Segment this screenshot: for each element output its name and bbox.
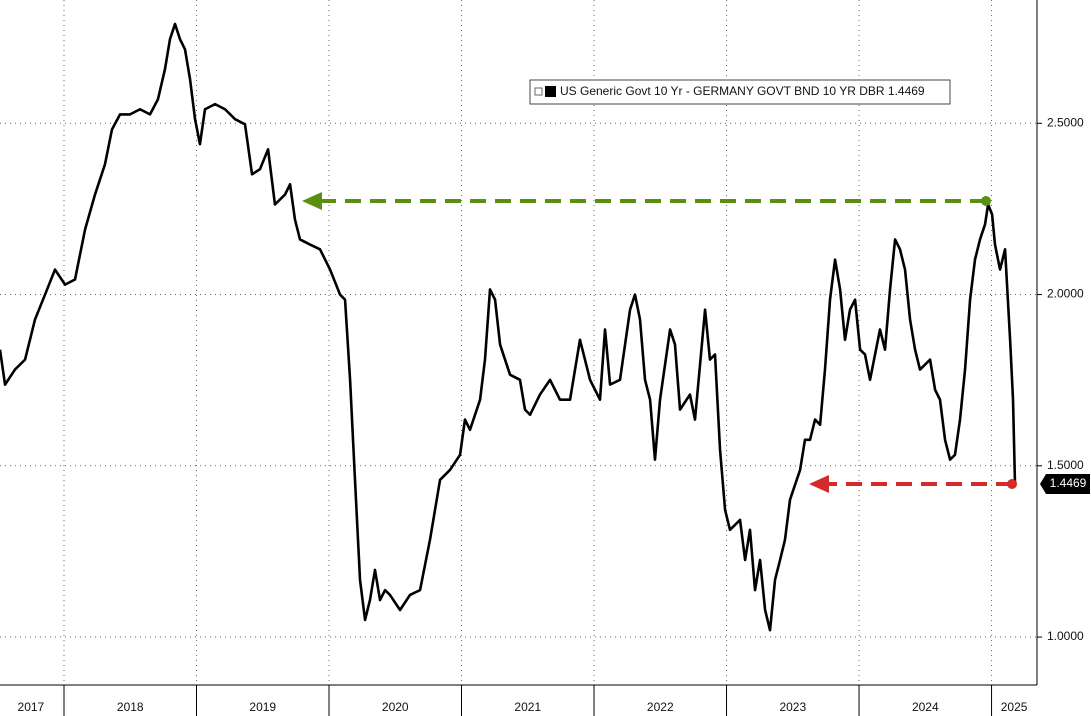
x-tick-label: 2018 — [117, 700, 144, 714]
grid — [0, 0, 1037, 685]
y-tick-label: 1.0000 — [1047, 629, 1084, 643]
y-tick-label: 1.5000 — [1047, 458, 1084, 472]
legend: US Generic Govt 10 Yr - GERMANY GOVT BND… — [529, 79, 951, 105]
arrow-head — [809, 475, 829, 493]
legend-swatch — [545, 86, 556, 97]
y-tick-label: 2.5000 — [1047, 115, 1084, 129]
green-arrow — [302, 192, 991, 210]
legend-label: US Generic Govt 10 Yr - GERMANY GOVT BND… — [560, 84, 925, 98]
x-tick-label: 2024 — [912, 700, 939, 714]
legend-box — [529, 79, 951, 105]
arrow-dot — [981, 196, 991, 206]
legend-name: US Generic Govt 10 Yr - GERMANY GOVT BND… — [560, 84, 885, 98]
last-value-bg — [1040, 474, 1090, 494]
series — [0, 22, 1017, 632]
x-tick-label: 2025 — [1001, 700, 1028, 714]
x-tick-label: 2020 — [382, 700, 409, 714]
legend-last-value: 1.4469 — [888, 84, 925, 98]
x-tick-label: 2022 — [647, 700, 674, 714]
arrow-head — [302, 192, 322, 210]
y-tick-label: 2.0000 — [1047, 287, 1084, 301]
last-value-label: 1.4469 — [1050, 476, 1087, 490]
x-tick-label: 2021 — [514, 700, 541, 714]
x-tick-label: 2019 — [249, 700, 276, 714]
series-line — [0, 22, 1017, 632]
arrow-dot — [1007, 479, 1017, 489]
x-tick-label: 2017 — [18, 700, 45, 714]
last-value-box: 1.4469 — [1040, 474, 1090, 494]
red-arrow — [809, 475, 1017, 493]
legend-toggle — [534, 87, 543, 96]
x-tick-label: 2023 — [779, 700, 806, 714]
